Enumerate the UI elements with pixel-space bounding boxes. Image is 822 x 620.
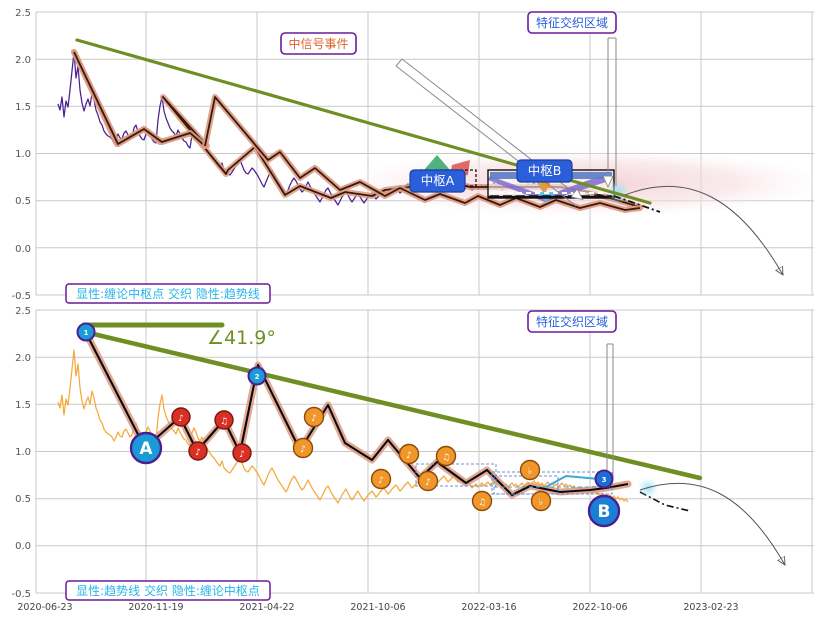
bottom-gridlines-vertical xyxy=(35,310,813,593)
x-tick-label: 2022-03-16 xyxy=(461,602,516,613)
y-tick-label: -0.5 xyxy=(11,291,31,302)
trend-line-bottom xyxy=(82,329,703,481)
pivot-marker: ♭ xyxy=(519,459,541,481)
bottom-panel: 2.5 2.0 1.5 1.0 0.5 0.0 -0.5 xyxy=(11,306,814,601)
svg-text:♪: ♪ xyxy=(195,448,201,458)
x-tick-label: 2022-10-06 xyxy=(572,602,627,613)
y-tick-label: 0.0 xyxy=(15,244,31,255)
top-panel: 2.5 2.0 1.5 1.0 0.5 0.0 -0.5 xyxy=(11,8,814,304)
feature-weave-label-bottom[interactable]: 特征交织区域 xyxy=(527,310,617,333)
pivot-marker-3: 3 xyxy=(594,469,614,489)
pivot-marker: ♪ xyxy=(232,443,252,463)
signal-event-label[interactable]: 中信号事件 xyxy=(280,32,357,55)
top-y-axis-labels: 2.5 2.0 1.5 1.0 0.5 0.0 -0.5 xyxy=(11,8,31,302)
x-tick-label: 2021-10-06 xyxy=(350,602,405,613)
y-tick-label: -0.5 xyxy=(11,589,31,600)
angle-label: ∠41.9° xyxy=(207,327,276,349)
segment-path-top xyxy=(71,49,643,213)
pivot-markers-orange: ♪ ♪ ♪ ♪ ♪ ♫ ♫ ♭ ♭ xyxy=(292,406,552,512)
x-tick-label: 2021-04-22 xyxy=(239,602,294,613)
feature-weave-label-top-text: 特征交织区域 xyxy=(536,15,608,30)
svg-text:♪: ♪ xyxy=(239,450,245,460)
pivot-marker-a: A xyxy=(129,431,163,465)
y-tick-label: 0.5 xyxy=(15,196,31,207)
svg-text:♫: ♫ xyxy=(478,498,486,508)
pivot-marker-b: B xyxy=(587,494,621,528)
svg-text:♭: ♭ xyxy=(528,467,532,477)
y-tick-label: 1.0 xyxy=(15,447,31,458)
forecast-curve-bottom xyxy=(639,482,785,565)
y-tick-label: 2.5 xyxy=(15,8,31,19)
svg-text:♪: ♪ xyxy=(300,445,306,455)
pivot-marker: ♫ xyxy=(214,410,234,430)
pivot-marker: ♪ xyxy=(292,437,314,459)
pivot-marker: ♪ xyxy=(398,443,420,465)
hub-a-label[interactable]: 中枢A xyxy=(409,169,466,193)
svg-text:♪: ♪ xyxy=(378,476,384,486)
svg-text:♭: ♭ xyxy=(539,498,543,508)
post-break-line-bottom xyxy=(639,491,691,512)
pivot-marker: ♪ xyxy=(171,407,191,427)
top-legend-text: 显性:缠论中枢点 交织 隐性:趋势线 xyxy=(76,286,260,301)
x-tick-label: 2020-11-19 xyxy=(128,602,183,613)
x-tick-label: 2020-06-23 xyxy=(17,602,72,613)
bottom-legend[interactable]: 显性:趋势线 交织 隐性:缠论中枢点 xyxy=(65,580,271,601)
svg-text:♫: ♫ xyxy=(442,453,450,463)
y-tick-label: 1.5 xyxy=(15,102,31,113)
post-break-line-top xyxy=(613,195,661,213)
hub-a-label-text: 中枢A xyxy=(421,173,455,188)
pivot-marker: ♫ xyxy=(471,490,493,512)
y-tick-label: 0.5 xyxy=(15,494,31,505)
pivot-markers-red: ♪ ♪ ♫ ♪ xyxy=(171,407,252,463)
pivot-marker: ♫ xyxy=(435,445,457,467)
feature-weave-arrow-top xyxy=(608,37,617,186)
pivot-marker-2: 2 xyxy=(247,366,267,386)
bottom-y-axis-labels: 2.5 2.0 1.5 1.0 0.5 0.0 -0.5 xyxy=(11,306,31,600)
bottom-legend-text: 显性:趋势线 交织 隐性:缠论中枢点 xyxy=(76,583,260,598)
hub-b-label-text: 中枢B xyxy=(528,163,562,178)
svg-text:♪: ♪ xyxy=(311,414,317,424)
y-tick-label: 0.0 xyxy=(15,541,31,552)
pivot-marker: ♪ xyxy=(417,470,439,492)
pivot-marker-2-label: 2 xyxy=(255,373,260,381)
svg-text:♫: ♫ xyxy=(220,417,228,427)
svg-text:♪: ♪ xyxy=(425,478,431,488)
pivot-marker-b-label: B xyxy=(598,502,611,522)
y-tick-label: 1.0 xyxy=(15,149,31,160)
y-tick-label: 2.5 xyxy=(15,306,31,317)
pivot-marker-a-label: A xyxy=(139,439,153,459)
segment-path-bottom xyxy=(81,327,632,499)
forecast-curve-top xyxy=(624,186,783,275)
svg-text:♪: ♪ xyxy=(406,451,412,461)
feature-weave-label-top[interactable]: 特征交织区域 xyxy=(527,11,617,34)
y-tick-label: 2.0 xyxy=(15,55,31,66)
y-tick-label: 2.0 xyxy=(15,353,31,364)
pivot-marker-3-label: 3 xyxy=(602,476,607,484)
y-tick-label: 1.5 xyxy=(15,400,31,411)
x-tick-label: 2023-02-23 xyxy=(683,602,738,613)
pivot-marker: ♪ xyxy=(370,468,392,490)
pivot-marker-1-label: 1 xyxy=(84,329,89,337)
x-axis-labels: 2020-06-23 2020-11-19 2021-04-22 2021-10… xyxy=(17,602,738,613)
signal-event-label-text: 中信号事件 xyxy=(288,36,348,51)
hub-b-label[interactable]: 中枢B xyxy=(516,159,573,183)
svg-text:♪: ♪ xyxy=(178,414,184,424)
pivot-marker: ♭ xyxy=(530,490,552,512)
pivot-marker: ♪ xyxy=(303,406,325,428)
pivot-marker-1: 1 xyxy=(76,322,96,342)
feature-weave-arrow-bottom xyxy=(606,343,614,482)
top-legend[interactable]: 显性:缠论中枢点 交织 隐性:趋势线 xyxy=(65,283,271,304)
pivot-marker: ♪ xyxy=(188,441,208,461)
feature-weave-label-bottom-text: 特征交织区域 xyxy=(536,314,608,329)
